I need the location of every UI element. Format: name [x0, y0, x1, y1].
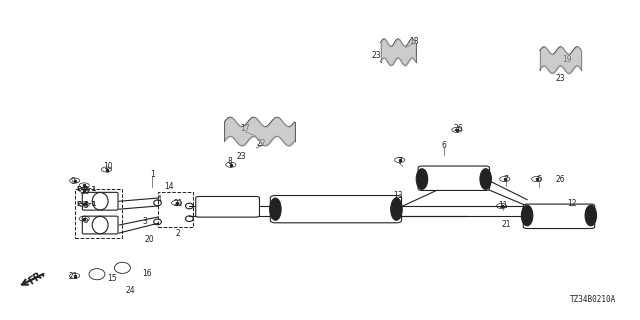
Ellipse shape — [269, 198, 281, 220]
Text: 7: 7 — [397, 157, 402, 166]
Text: 25: 25 — [81, 187, 90, 196]
Text: 10: 10 — [103, 163, 113, 172]
FancyBboxPatch shape — [524, 204, 595, 228]
Text: 5: 5 — [84, 202, 88, 211]
Text: 5: 5 — [84, 216, 88, 225]
Text: FR.: FR. — [26, 268, 47, 287]
Text: 19: 19 — [562, 55, 572, 64]
Text: 24: 24 — [125, 286, 135, 295]
Text: 22: 22 — [257, 139, 266, 148]
Text: 20: 20 — [145, 236, 154, 244]
Text: 26: 26 — [454, 124, 463, 133]
Text: 13: 13 — [393, 191, 403, 200]
Ellipse shape — [522, 205, 533, 226]
Text: 23: 23 — [237, 152, 246, 161]
Text: 1: 1 — [150, 170, 155, 179]
Text: E-4-1: E-4-1 — [77, 201, 97, 207]
Text: 16: 16 — [142, 269, 152, 278]
Text: 2: 2 — [175, 229, 180, 238]
Text: 21: 21 — [501, 220, 511, 228]
Text: 18: 18 — [410, 36, 419, 45]
Text: 15: 15 — [107, 275, 116, 284]
Text: 6: 6 — [536, 175, 541, 184]
Text: 12: 12 — [567, 199, 577, 208]
Text: 17: 17 — [240, 124, 250, 133]
Ellipse shape — [480, 169, 492, 189]
Text: 23: 23 — [371, 52, 381, 60]
Text: 4: 4 — [157, 195, 162, 204]
Text: E-4-1: E-4-1 — [77, 186, 97, 192]
Text: 6: 6 — [442, 141, 447, 150]
Text: 26: 26 — [556, 175, 565, 184]
FancyBboxPatch shape — [196, 196, 259, 217]
Text: 14: 14 — [164, 182, 174, 191]
Ellipse shape — [585, 205, 596, 226]
Ellipse shape — [416, 169, 428, 189]
FancyBboxPatch shape — [270, 196, 401, 223]
Text: 8: 8 — [227, 157, 232, 166]
FancyBboxPatch shape — [418, 166, 490, 190]
Text: 9: 9 — [71, 177, 76, 186]
Ellipse shape — [391, 198, 402, 220]
Text: 21: 21 — [68, 272, 78, 281]
Text: 11: 11 — [498, 202, 508, 211]
Text: 23: 23 — [556, 74, 565, 83]
Text: 3: 3 — [142, 217, 147, 226]
Text: 7: 7 — [504, 175, 509, 184]
Text: 21: 21 — [173, 199, 182, 208]
Text: TZ34B0210A: TZ34B0210A — [570, 295, 616, 304]
